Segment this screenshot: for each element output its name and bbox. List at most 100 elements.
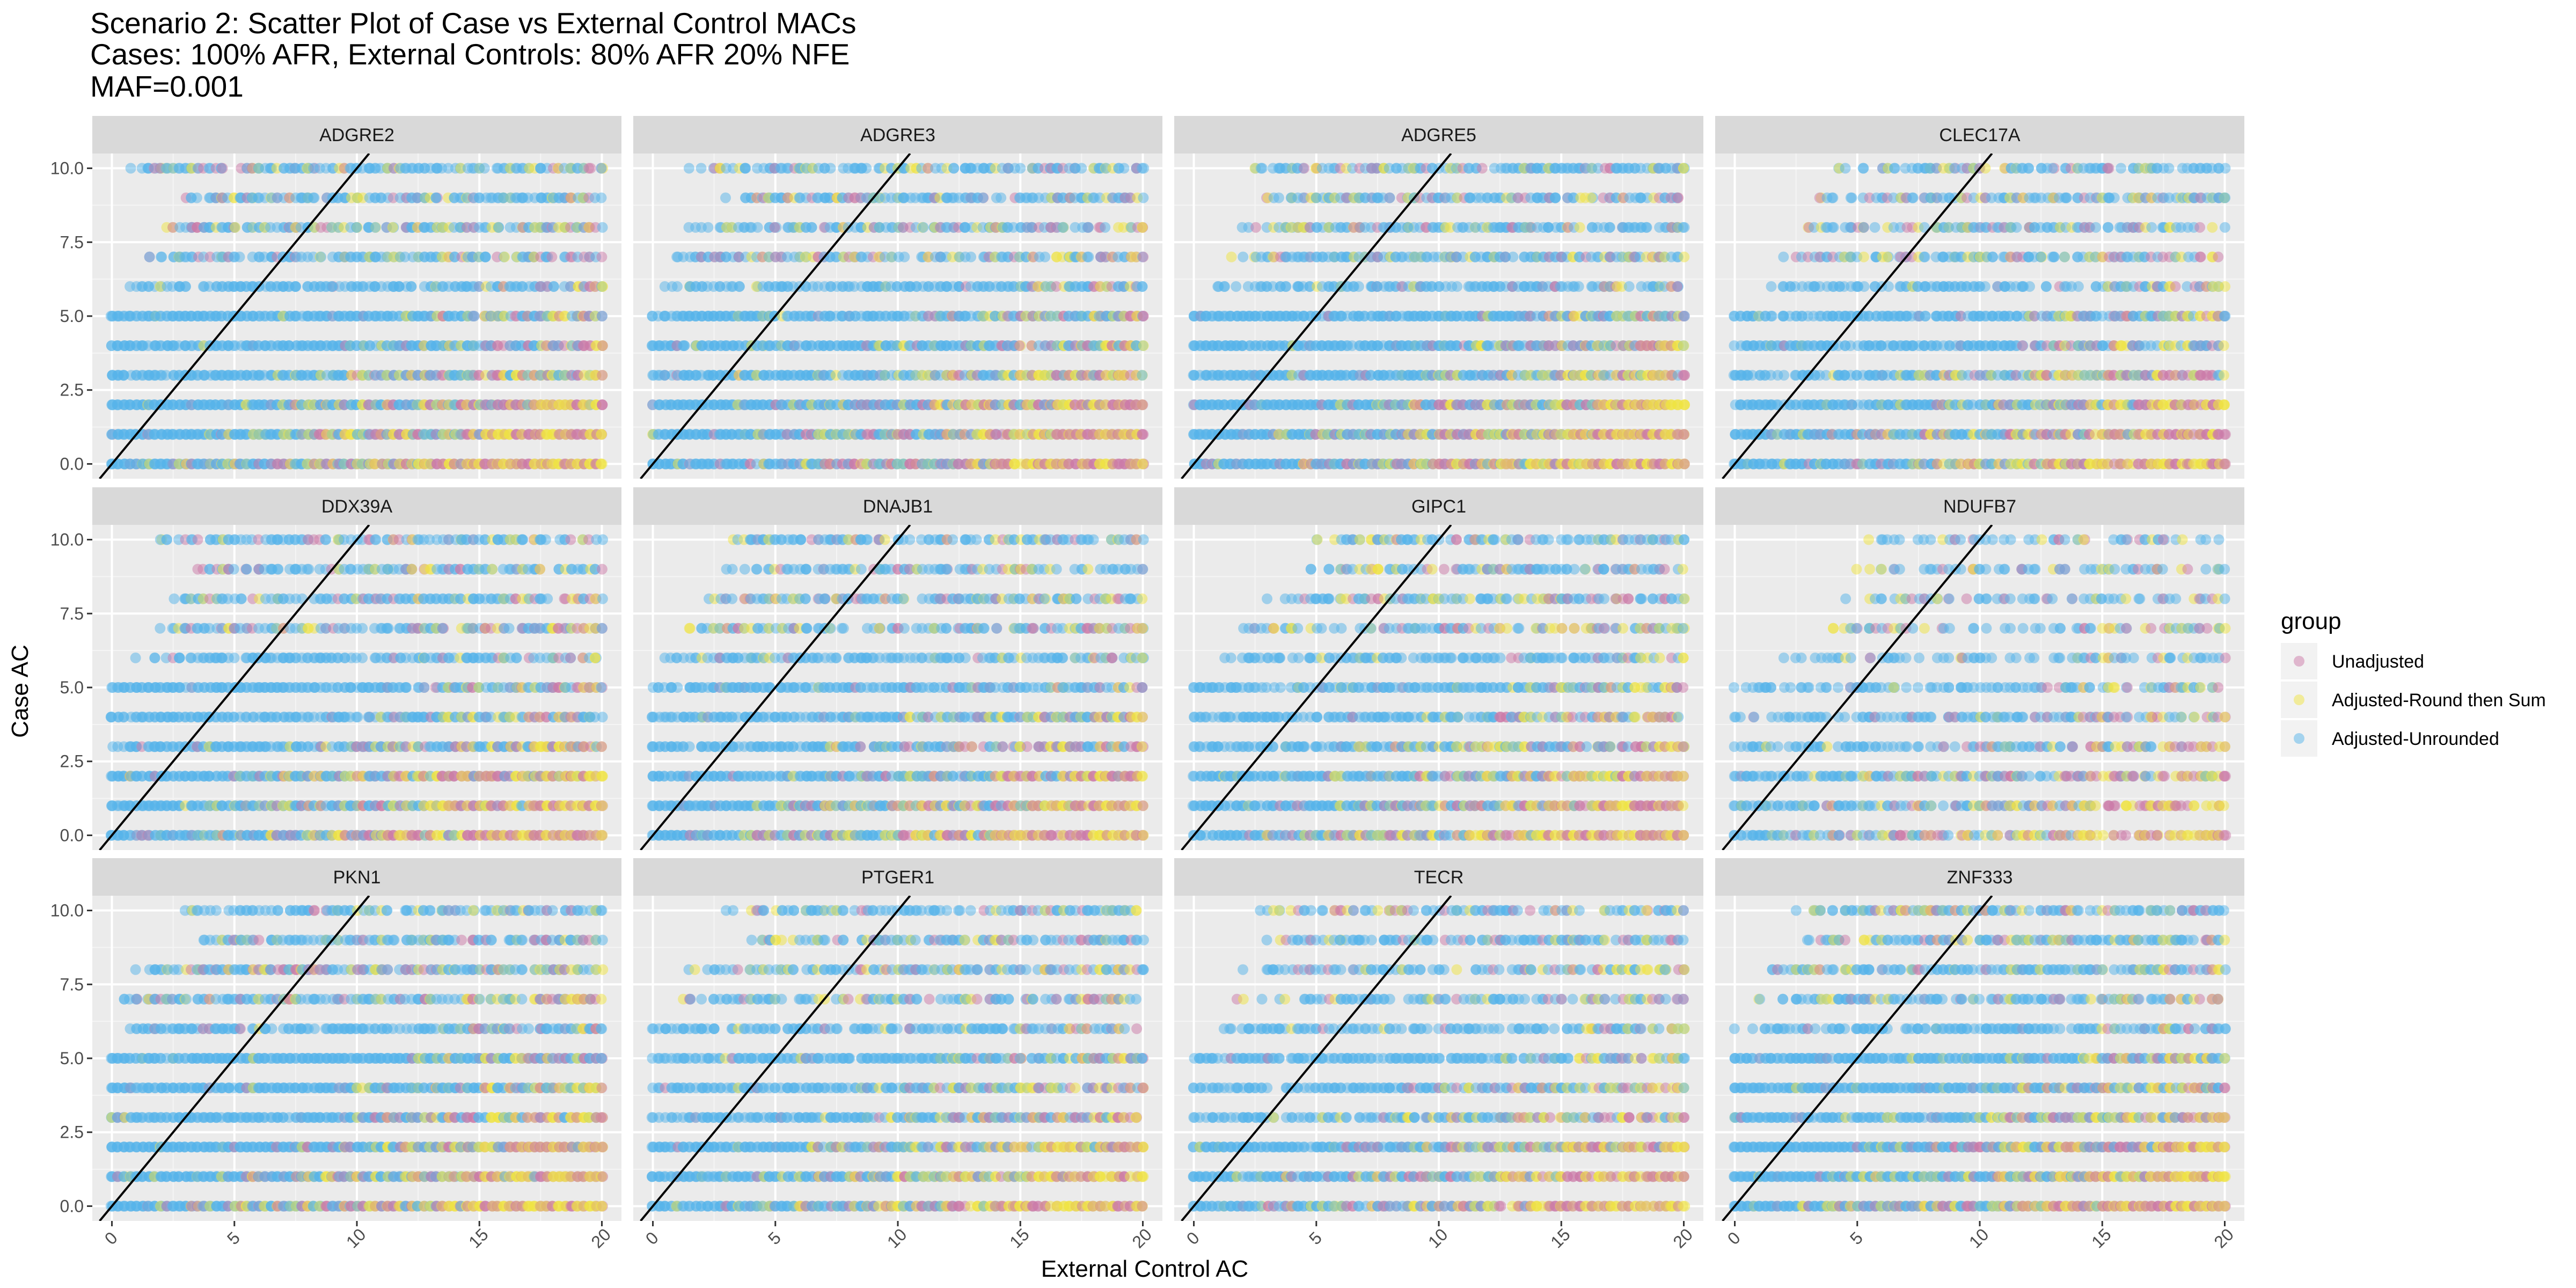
data-point (899, 251, 910, 262)
data-point (720, 192, 731, 203)
data-point (1679, 370, 1690, 381)
data-point (1100, 222, 1111, 233)
data-point (597, 311, 608, 321)
data-point (941, 222, 952, 233)
data-point (977, 192, 989, 203)
data-point (597, 281, 608, 292)
data-point (781, 429, 793, 440)
data-point (1273, 429, 1284, 440)
data-point (144, 251, 155, 262)
data-point (156, 251, 167, 262)
data-point (1138, 311, 1149, 321)
data-point (180, 281, 191, 292)
data-point (1051, 281, 1062, 292)
data-point (430, 192, 442, 203)
facet-panel-adgre5: ADGRE5 (1174, 116, 1703, 479)
data-point (596, 251, 608, 262)
data-point (585, 163, 596, 174)
data-point (289, 311, 301, 321)
data-point (873, 458, 884, 470)
data-point (479, 251, 491, 262)
data-point (1014, 340, 1025, 352)
data-point (240, 429, 251, 440)
data-point (234, 251, 245, 262)
data-point (290, 281, 301, 292)
facet-strip (1174, 116, 1703, 153)
data-point (412, 192, 423, 203)
y-tick-label: 2.5 (60, 380, 84, 400)
data-point (702, 222, 714, 233)
data-point (479, 163, 490, 174)
data-point (326, 281, 337, 292)
data-point (769, 222, 780, 233)
data-point (811, 192, 823, 203)
data-point (1083, 251, 1094, 262)
data-point (370, 222, 381, 233)
reference-line (640, 153, 911, 479)
data-point (1137, 458, 1148, 470)
data-point (1057, 222, 1069, 233)
data-point (861, 163, 872, 174)
data-point (191, 192, 202, 203)
data-point (125, 163, 136, 174)
title-line-3: MAF=0.001 (90, 70, 244, 103)
y-tick-label: 7.5 (60, 232, 84, 252)
data-point (565, 192, 576, 203)
data-point (597, 399, 608, 411)
data-point (596, 192, 607, 203)
data-point (1137, 429, 1148, 440)
data-point (1138, 340, 1149, 352)
data-point (493, 222, 504, 233)
data-point (499, 251, 510, 262)
data-point (679, 340, 690, 352)
data-point (1138, 251, 1149, 262)
data-point (1137, 370, 1148, 381)
data-point (1365, 370, 1377, 381)
data-point (800, 251, 811, 262)
title-line-2: Cases: 100% AFR, External Controls: 80% … (90, 38, 850, 71)
data-point (596, 163, 607, 174)
data-point (659, 281, 670, 292)
data-point (160, 370, 172, 381)
data-point (469, 311, 480, 321)
facet-panel-adgre3: ADGRE3 (633, 116, 1162, 479)
data-point (990, 370, 1001, 381)
data-point (338, 370, 349, 381)
data-point (696, 163, 707, 174)
data-point (1083, 222, 1094, 233)
title-line-1: Scenario 2: Scatter Plot of Case vs Exte… (90, 6, 857, 40)
data-point (1015, 163, 1026, 174)
reference-line (99, 153, 370, 479)
data-point (659, 370, 670, 381)
data-point (597, 340, 608, 352)
data-point (1137, 281, 1148, 292)
data-point (752, 222, 763, 233)
data-point (546, 251, 558, 262)
data-point (1008, 222, 1019, 233)
facet-label: ADGRE3 (860, 125, 935, 145)
data-point (734, 281, 745, 292)
data-point (683, 163, 694, 174)
y-tick-label: 0.0 (60, 454, 84, 473)
data-point (230, 222, 241, 233)
data-point (118, 370, 129, 381)
data-point (806, 222, 817, 233)
data-point (1679, 458, 1690, 470)
data-point (399, 251, 411, 262)
data-point (595, 458, 606, 470)
data-point (387, 222, 398, 233)
facet-label: ADGRE5 (1401, 125, 1476, 145)
data-point (1137, 399, 1148, 411)
data-point (1679, 399, 1690, 411)
data-point (283, 340, 295, 352)
data-point (597, 370, 608, 381)
data-point (596, 429, 607, 440)
data-point (1138, 192, 1149, 203)
data-point (918, 222, 929, 233)
data-point (316, 251, 327, 262)
y-tick-label: 10.0 (50, 159, 84, 178)
data-point (1138, 163, 1150, 174)
